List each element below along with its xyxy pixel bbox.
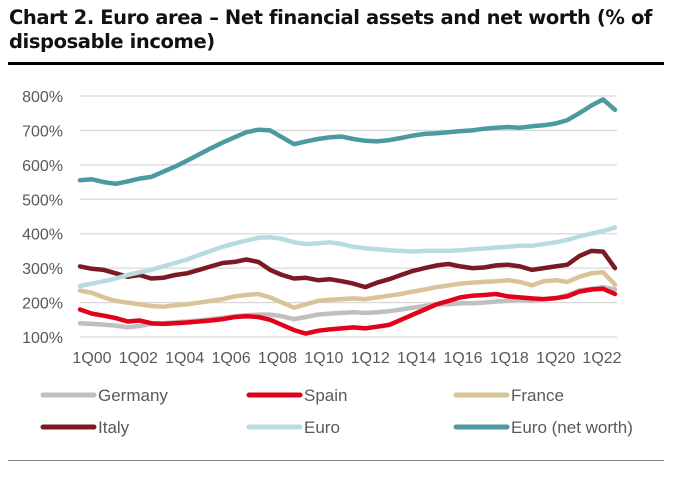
- series-line-italy: [77, 248, 618, 290]
- legend-label-italy: Italy: [98, 418, 130, 437]
- y-tick-label: 600%: [22, 158, 63, 175]
- legend-label-euro: Euro: [304, 418, 340, 437]
- x-tick-label: 1Q12: [351, 350, 390, 367]
- x-tick-label: 1Q20: [536, 350, 575, 367]
- y-tick-label: 300%: [22, 261, 63, 278]
- x-tick-label: 1Q06: [212, 350, 251, 367]
- legend-label-france: France: [511, 386, 564, 405]
- bottom-rule: [8, 460, 664, 461]
- legend-label-euro-net-worth: Euro (net worth): [511, 418, 633, 437]
- x-tick-label: 1Q04: [165, 350, 204, 367]
- y-tick-label: 500%: [22, 192, 63, 209]
- legend: Germany Spain France Italy Euro Euro (net wor…: [40, 386, 633, 437]
- y-tick-label: 200%: [22, 296, 63, 313]
- y-tick-label: 700%: [22, 123, 63, 140]
- series-line-euro-net-worth: [77, 97, 618, 187]
- y-tick-label: 800%: [22, 89, 63, 106]
- x-tick-label: 1Q02: [119, 350, 158, 367]
- series-line-euro: [77, 225, 618, 289]
- x-tick-label: 1Q10: [304, 350, 343, 367]
- x-tick-label: 1Q14: [397, 350, 436, 367]
- x-tick-label: 1Q08: [258, 350, 297, 367]
- series-lines: [77, 97, 618, 336]
- x-tick-label: 1Q22: [582, 350, 621, 367]
- x-axis-ticks: 1Q00 1Q02 1Q04 1Q06 1Q08 1Q10 1Q12 1Q14 1Q16 1Q18…: [72, 350, 621, 367]
- legend-label-germany: Germany: [98, 386, 168, 405]
- x-tick-label: 1Q16: [443, 350, 482, 367]
- title-rule: [8, 62, 664, 65]
- y-tick-label: 100%: [22, 330, 63, 347]
- legend-label-spain: Spain: [304, 386, 347, 405]
- series-line-france: [77, 270, 618, 310]
- y-tick-label: 400%: [22, 227, 63, 244]
- chart-title: Chart 2. Euro area – Net financial asset…: [9, 6, 653, 53]
- y-axis-ticks: 100% 200% 300% 400% 500% 600% 700% 800%: [22, 89, 63, 347]
- series-line-spain: [77, 286, 618, 336]
- x-tick-label: 1Q18: [490, 350, 529, 367]
- x-tick-label: 1Q00: [72, 350, 111, 367]
